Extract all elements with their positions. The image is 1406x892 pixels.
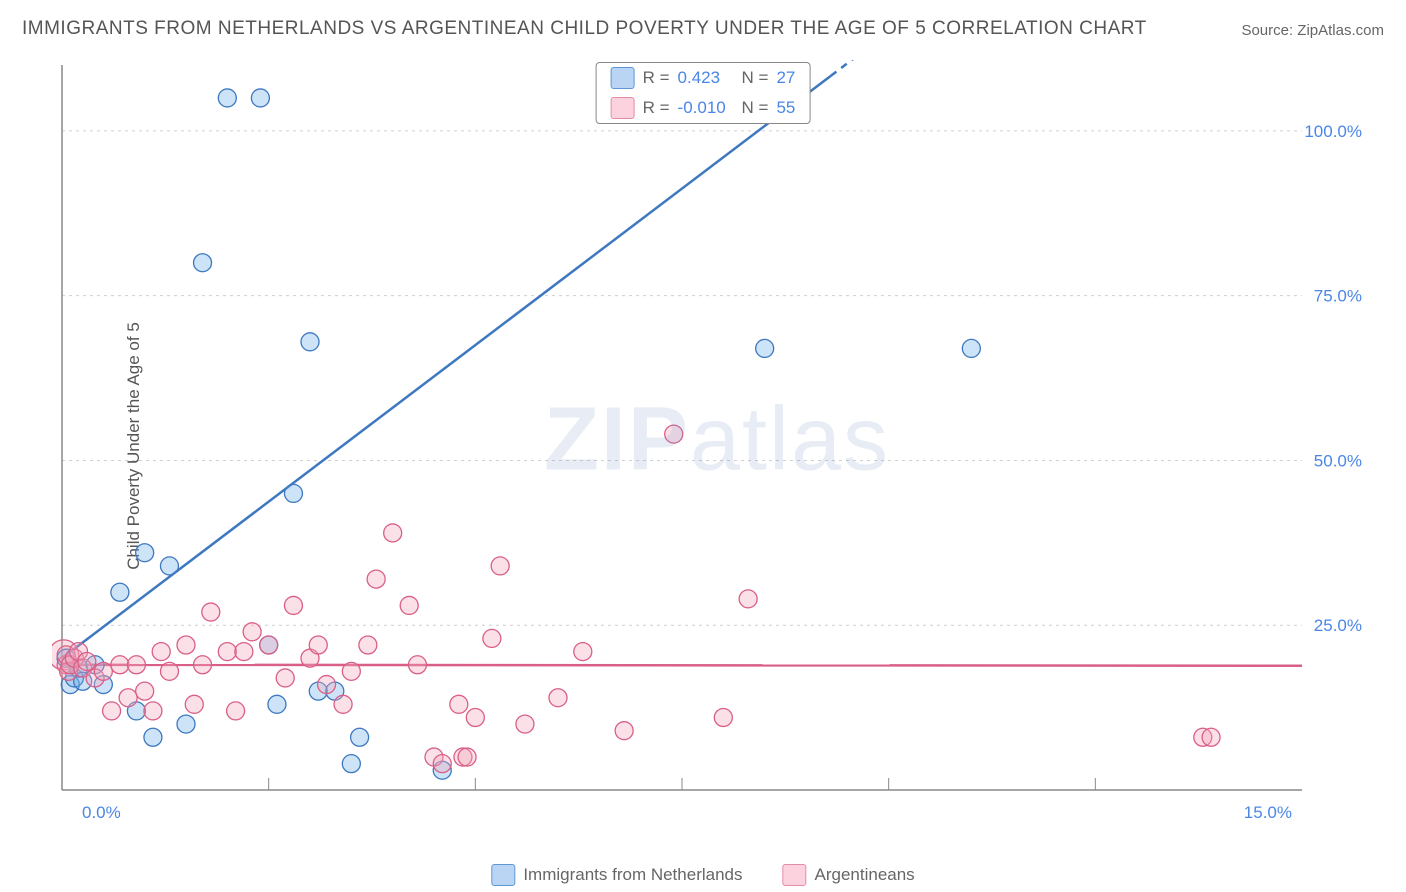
r-value: 0.423 xyxy=(678,68,734,88)
legend-stats-row: R = 0.423 N = 27 xyxy=(597,63,810,93)
legend-swatch-blue xyxy=(491,864,515,886)
svg-text:75.0%: 75.0% xyxy=(1314,287,1362,306)
svg-text:0.0%: 0.0% xyxy=(82,803,121,822)
n-label: N = xyxy=(742,98,769,118)
legend-item: Argentineans xyxy=(783,864,915,886)
legend-swatch-pink xyxy=(611,97,635,119)
plot-area: 25.0%50.0%75.0%100.0%0.0%15.0% ZIPatlas xyxy=(52,60,1382,830)
legend-stats: R = 0.423 N = 27 R = -0.010 N = 55 xyxy=(596,62,811,124)
legend-series: Immigrants from Netherlands Argentineans xyxy=(491,864,914,886)
n-label: N = xyxy=(742,68,769,88)
legend-swatch-pink xyxy=(783,864,807,886)
legend-stats-row: R = -0.010 N = 55 xyxy=(597,93,810,123)
scatter-chart-svg: 25.0% 50.0% 75.0% 100.0% 0.0% 15.0% xyxy=(52,60,1382,830)
r-value: -0.010 xyxy=(678,98,734,118)
legend-label: Immigrants from Netherlands xyxy=(523,865,742,885)
legend-item: Immigrants from Netherlands xyxy=(491,864,742,886)
svg-text:100.0%: 100.0% xyxy=(1304,122,1362,141)
svg-text:25.0%: 25.0% xyxy=(1314,616,1362,635)
source-attribution: Source: ZipAtlas.com xyxy=(1241,22,1384,39)
r-label: R = xyxy=(643,98,670,118)
n-value: 55 xyxy=(776,98,795,118)
legend-label: Argentineans xyxy=(815,865,915,885)
svg-text:15.0%: 15.0% xyxy=(1244,803,1292,822)
legend-swatch-blue xyxy=(611,67,635,89)
svg-text:50.0%: 50.0% xyxy=(1314,451,1362,470)
r-label: R = xyxy=(643,68,670,88)
n-value: 27 xyxy=(776,68,795,88)
chart-title: IMMIGRANTS FROM NETHERLANDS VS ARGENTINE… xyxy=(22,18,1147,40)
